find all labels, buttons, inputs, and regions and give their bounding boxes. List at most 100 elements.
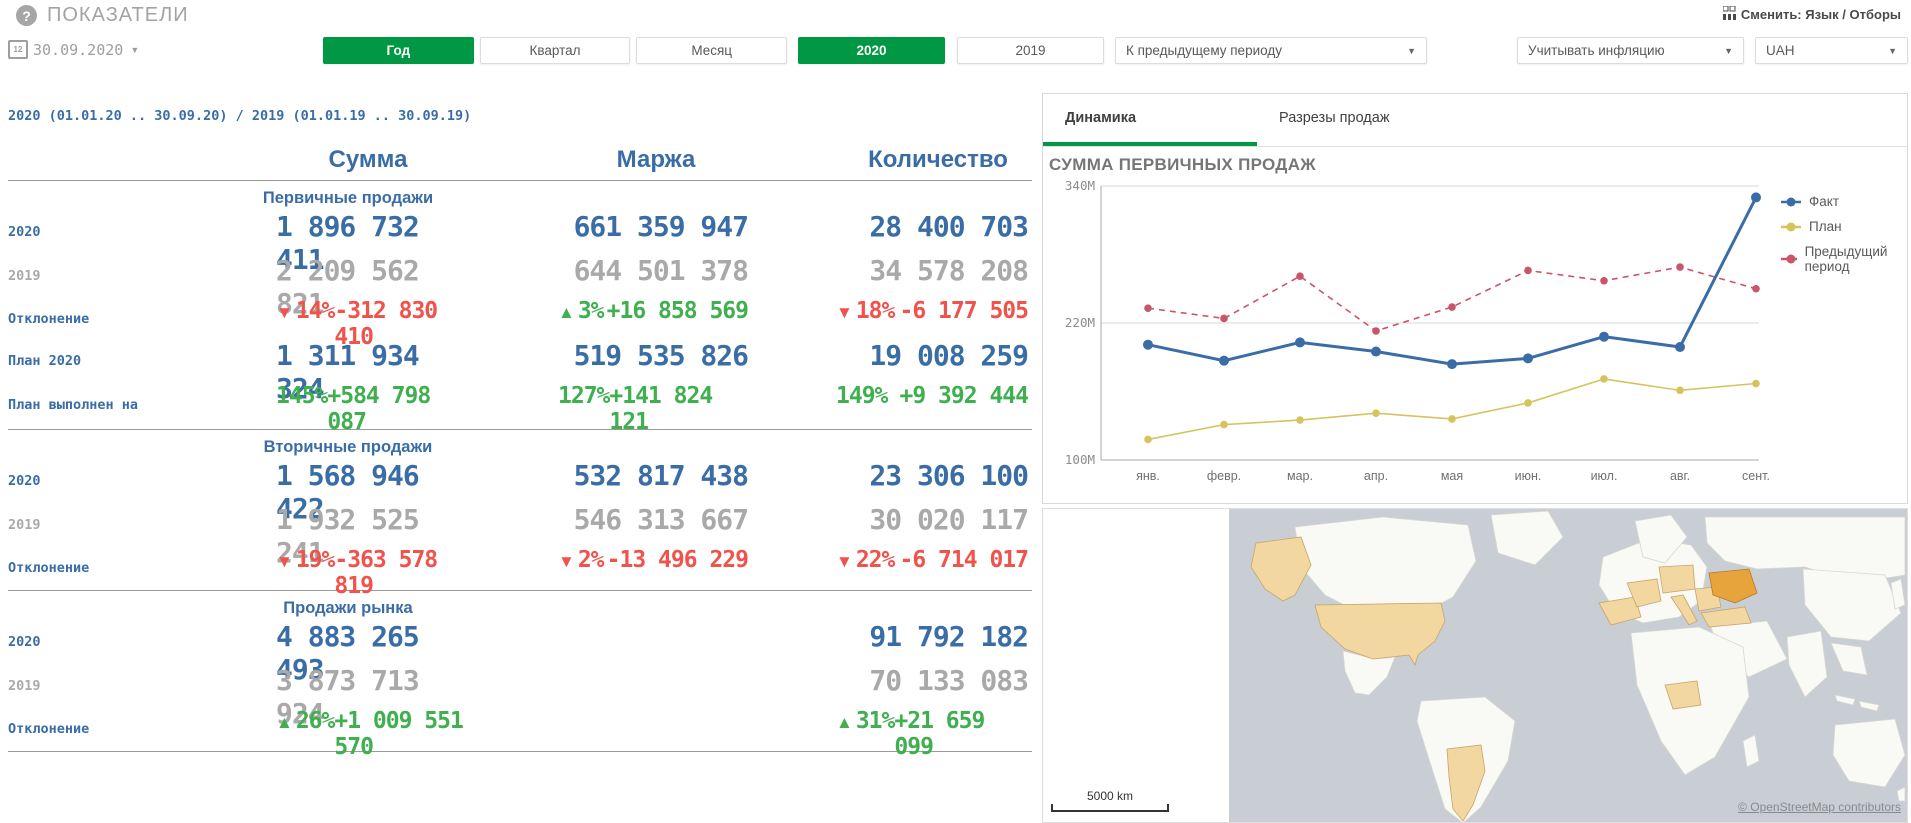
table-cell: ▼ 19% -363 578 819 [198,547,463,599]
data-point [1143,339,1153,350]
section-divider [8,590,1032,591]
cell-value: 23 306 100 [869,459,1029,492]
date-picker[interactable]: 12 30.09.2020 ▼ [8,40,139,59]
cell-value: 70 133 083 [869,664,1029,697]
series-line-Предыдущий период [1147,266,1757,332]
data-point [1220,314,1228,323]
chevron-down-icon: ▼ [1407,45,1416,56]
row-label: 2020 [8,473,41,489]
delta-percent: ▼ 18% [836,298,896,324]
data-point [1676,386,1684,395]
data-point [1371,346,1381,357]
table-cell: 532 817 438 [463,459,749,492]
plan-percent: 145% [276,383,328,409]
year-button-group: 2020 2019 [798,37,1104,64]
table-cell: 28 400 703 [748,210,1029,243]
table-cell: 1 896 732 411 [198,210,463,276]
table-row: 2019 1 932 525 241 546 313 667 30 020 117 [8,503,1032,569]
compare-period-value: К предыдущему периоду [1126,43,1282,58]
data-point [1523,353,1533,364]
tab-sales-breakdown[interactable]: Разрезы продаж [1279,110,1390,126]
year-button-2019[interactable]: 2019 [957,37,1104,64]
delta-value: +16 858 569 [606,298,749,324]
dynamics-card: Динамика Разрезы продаж СУММА ПЕРВИЧНЫХ П… [1042,93,1908,504]
column-header: Маржа [616,146,696,173]
cell-value: 1 896 732 411 [276,210,420,276]
svg-text:мар.: мар. [1287,469,1313,483]
period-button-Квартал[interactable]: Квартал [479,37,631,64]
legend-item: Предыдущий период [1781,244,1907,274]
change-language-selections-link[interactable]: Сменить: Язык / Отборы [1722,5,1901,23]
table-cell: 149% +9 392 444 [748,383,1029,409]
data-point [1448,415,1456,423]
table-row: План выполнен на 145% +584 798 087 127% +141… [8,383,1032,435]
calendar-icon: 12 [8,40,28,59]
table-cell: 1 932 525 241 [198,503,463,569]
map-card: 5000 km © OpenStreetMap contributors [1042,508,1908,823]
legend-item: Факт [1781,194,1907,209]
row-label: Отклонение [8,559,90,576]
arrow-down-icon: ▼ [276,303,293,322]
arrow-up-icon: ▲ [558,303,575,322]
cell-value: 532 817 438 [573,459,749,492]
svg-text:сент.: сент. [1742,469,1770,483]
selections-grid-icon [1722,5,1738,23]
table-cell: ▲ 31% +21 659 099 [748,708,1028,760]
filter-bar: 12 30.09.2020 ▼ Год Квартал Месяц 2020 2019… [0,37,1911,64]
data-point [1600,375,1608,383]
table-cell: 1 568 946 422 [198,459,463,525]
table-cell: 546 313 667 [463,503,749,536]
data-point [1599,331,1609,342]
legend-marker-icon [1781,222,1801,231]
table-cell: 127% +141 824 121 [463,383,748,435]
map-scale-label: 5000 km [1086,789,1134,803]
help-icon[interactable]: ? [16,5,37,26]
delta-percent-value: 3% [577,298,605,324]
row-label: Отклонение [8,720,90,737]
svg-text:июн.: июн. [1515,469,1542,483]
legend-label: План [1809,219,1842,234]
svg-text:340M: 340M [1065,178,1095,193]
world-map[interactable] [1043,509,1907,822]
delta-percent-value: 2% [577,547,605,573]
table-row: 2020 1 896 732 411 661 359 947 28 400 703 [8,210,1032,276]
section-divider [8,429,1032,430]
period-label: 2020 (01.01.20 .. 30.09.20) / 2019 (01.0… [8,108,472,124]
table-cell: ▲ 3% +16 858 569 [463,298,749,324]
delta-value: -13 496 229 [606,547,749,573]
data-point [1144,435,1152,444]
chevron-down-icon: ▼ [1724,45,1733,56]
delta-percent: ▼ 22% [836,547,895,573]
compare-period-select[interactable]: К предыдущему периоду ▼ [1115,37,1427,64]
date-value: 30.09.2020 [33,40,124,59]
legend-marker-icon [1781,197,1801,206]
data-point [1144,304,1152,312]
cell-value: 644 501 378 [573,254,749,287]
osm-attribution-link[interactable]: © OpenStreetMap contributors [1738,800,1901,814]
tab-dynamics[interactable]: Динамика [1043,94,1257,146]
period-button-Год[interactable]: Год [323,37,474,64]
column-header: Количество [868,146,1008,173]
svg-text:февр.: февр. [1207,469,1241,483]
arrow-down-icon: ▼ [836,303,853,322]
legend-label: Факт [1809,194,1840,209]
row-label: 2020 [8,634,41,650]
arrow-down-icon: ▼ [558,552,575,571]
currency-select[interactable]: UAH ▼ [1755,37,1908,64]
delta-value: -363 578 819 [334,547,438,599]
year-button-2020[interactable]: 2020 [798,37,945,64]
section-divider [8,751,1032,752]
inflation-select[interactable]: Учитывать инфляцию ▼ [1517,37,1744,64]
top-bar: ? ПОКАЗАТЕЛИ Сменить: Язык / Отборы [0,0,1911,32]
data-point [1676,263,1684,271]
column-header: Сумма [328,146,408,173]
cell-value: 519 535 826 [573,339,749,372]
table-row: План 2020 1 311 934 324 519 535 826 19 008 … [8,339,1032,405]
period-button-Месяц[interactable]: Месяц [636,37,788,64]
delta-percent-value: 18% [855,298,896,324]
table-cell: 1 311 934 324 [198,339,463,405]
chevron-down-icon: ▼ [1888,45,1897,56]
table-row: Отклонение ▲ 26% +1 009 551 570 ▲ 31% +21 659 … [8,708,1032,760]
primary-sales-line-chart[interactable]: 340M 220M 100M янв. февр. мар. апр. мая июн. июл.… [1053,172,1777,488]
